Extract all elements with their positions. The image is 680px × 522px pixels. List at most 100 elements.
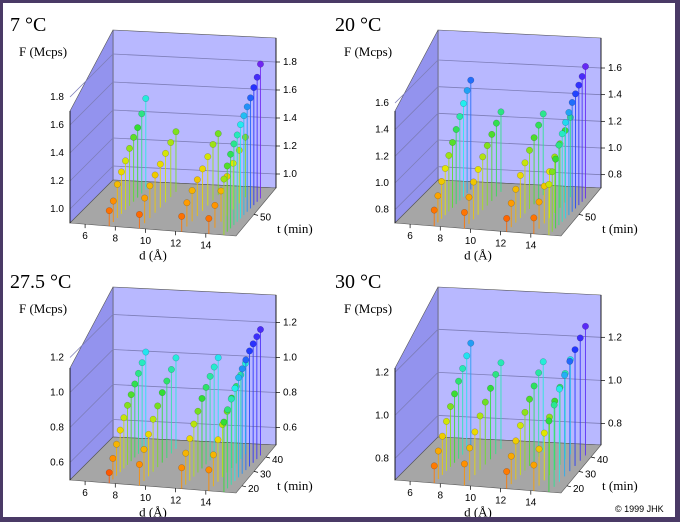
z-tick-label: 1.0 bbox=[375, 410, 389, 421]
grid-line bbox=[437, 328, 602, 338]
data-point bbox=[205, 215, 213, 222]
data-point bbox=[253, 333, 261, 341]
data-point bbox=[582, 322, 589, 330]
data-point bbox=[167, 366, 175, 373]
series-1 bbox=[136, 128, 180, 229]
data-point bbox=[488, 130, 496, 138]
data-point bbox=[530, 214, 538, 222]
data-point bbox=[530, 134, 538, 142]
data-point bbox=[156, 160, 164, 168]
data-point bbox=[188, 187, 196, 194]
data-point bbox=[230, 140, 238, 148]
grid-line bbox=[394, 415, 439, 459]
data-point bbox=[572, 90, 579, 98]
data-point bbox=[461, 209, 468, 216]
data-point bbox=[566, 357, 574, 365]
data-point bbox=[492, 371, 500, 378]
data-point bbox=[116, 426, 124, 434]
data-point bbox=[467, 339, 475, 347]
x-tick-label: 14 bbox=[525, 498, 537, 509]
data-point bbox=[204, 153, 212, 161]
data-point bbox=[227, 150, 234, 158]
data-point bbox=[214, 436, 222, 444]
data-point bbox=[149, 415, 157, 423]
z-tick-label: 1.0 bbox=[50, 388, 64, 399]
grid-line bbox=[69, 349, 114, 393]
x-tick-label: 10 bbox=[465, 236, 477, 247]
data-point bbox=[540, 429, 548, 437]
z-tick-label: 1.6 bbox=[50, 120, 64, 131]
data-point bbox=[548, 168, 556, 176]
data-point bbox=[205, 466, 213, 474]
z-tick-label-right: 1.2 bbox=[283, 141, 297, 152]
data-point bbox=[571, 346, 579, 354]
data-point bbox=[229, 159, 237, 167]
data-point bbox=[257, 326, 264, 333]
series-4 bbox=[220, 60, 264, 236]
data-point bbox=[223, 162, 231, 170]
y-tick-mark bbox=[590, 456, 596, 459]
grid-line bbox=[69, 314, 114, 358]
data-point bbox=[507, 199, 515, 207]
z-tick-label-right: 1.2 bbox=[283, 318, 297, 329]
series-1 bbox=[461, 359, 505, 486]
data-point bbox=[220, 418, 228, 426]
data-point bbox=[246, 347, 253, 355]
data-point bbox=[443, 417, 450, 425]
data-point bbox=[535, 198, 543, 206]
temperature-label: 30 °C bbox=[335, 271, 381, 293]
y-tick-label: 20 bbox=[248, 484, 260, 495]
data-point bbox=[449, 139, 456, 146]
data-point bbox=[109, 455, 117, 462]
z-tick-label: 1.4 bbox=[50, 148, 64, 159]
data-point bbox=[182, 449, 190, 457]
data-point bbox=[151, 171, 159, 179]
y-tick-mark bbox=[566, 485, 572, 488]
z-tick-label: 1.0 bbox=[375, 178, 389, 189]
data-point bbox=[578, 73, 586, 80]
data-point bbox=[198, 395, 206, 402]
data-point bbox=[516, 171, 524, 179]
data-point bbox=[202, 383, 210, 391]
grid-line bbox=[112, 165, 277, 175]
data-point bbox=[163, 377, 171, 385]
x-tick-label: 12 bbox=[170, 495, 182, 506]
z-axis-title: F (Mcps) bbox=[19, 44, 67, 59]
grid-line bbox=[112, 349, 277, 358]
data-point bbox=[521, 159, 529, 167]
data-point bbox=[503, 215, 511, 222]
z-tick-label: 1.2 bbox=[375, 367, 389, 378]
data-point bbox=[240, 112, 248, 120]
data-point bbox=[441, 165, 449, 172]
z-tick-label-right: 1.2 bbox=[608, 116, 622, 127]
data-point bbox=[497, 359, 505, 367]
data-point bbox=[447, 403, 454, 410]
x-axis-title: d (Å) bbox=[464, 505, 492, 518]
data-point bbox=[242, 356, 250, 364]
data-point bbox=[178, 464, 186, 472]
z-tick-label: 1.4 bbox=[375, 125, 389, 136]
data-point bbox=[199, 165, 206, 173]
data-point bbox=[243, 103, 251, 111]
series-2 bbox=[503, 358, 547, 489]
data-point bbox=[465, 193, 473, 201]
grid-line bbox=[69, 109, 114, 154]
data-point bbox=[134, 124, 142, 132]
data-point bbox=[575, 81, 583, 89]
data-point bbox=[217, 187, 225, 195]
data-point bbox=[105, 469, 113, 476]
y-tick-mark bbox=[578, 471, 584, 473]
data-point bbox=[210, 363, 218, 371]
data-point bbox=[209, 141, 217, 148]
z-tick-label-right: 1.8 bbox=[283, 57, 297, 68]
grid-line bbox=[394, 59, 439, 104]
data-point bbox=[576, 334, 584, 342]
data-point bbox=[141, 194, 149, 202]
data-point bbox=[224, 406, 231, 414]
data-point bbox=[118, 168, 125, 176]
data-point bbox=[253, 73, 261, 81]
series-0 bbox=[105, 348, 150, 484]
x-tick-label: 14 bbox=[525, 241, 537, 252]
grid-line bbox=[69, 81, 114, 126]
